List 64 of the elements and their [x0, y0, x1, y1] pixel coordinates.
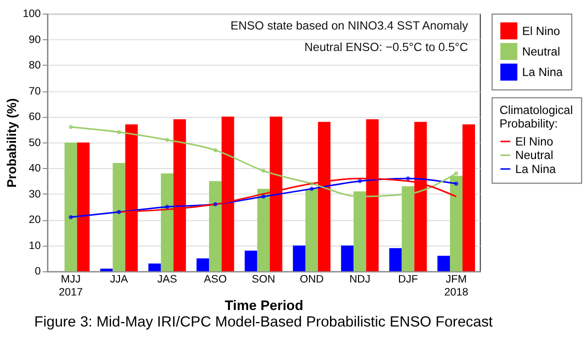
bar — [100, 268, 113, 272]
bar — [305, 188, 318, 272]
bar — [209, 181, 222, 272]
y-tick-label: 30 — [28, 188, 41, 200]
point — [68, 215, 73, 220]
legend-label: Neutral — [522, 45, 560, 58]
legend-label: Neutral — [515, 149, 554, 162]
y-tick-label: 90 — [28, 34, 41, 46]
point — [406, 176, 410, 181]
bar — [196, 258, 210, 272]
x-tick-label: DJF — [398, 274, 418, 286]
point — [165, 204, 170, 209]
point — [165, 138, 170, 142]
point — [310, 182, 314, 186]
bar — [112, 163, 126, 272]
point — [454, 182, 458, 186]
legend-label: La Nina — [515, 162, 556, 176]
point — [68, 124, 73, 130]
point — [261, 168, 266, 173]
bar — [257, 188, 270, 272]
point — [116, 210, 122, 214]
y-tick-label: 40 — [28, 162, 41, 175]
point — [213, 202, 218, 206]
y-tick-label: 80 — [28, 60, 41, 72]
bar — [64, 142, 78, 272]
bar — [160, 173, 174, 272]
y-tick-label: 0 — [34, 266, 41, 278]
point — [213, 148, 218, 152]
y-tick-label: 70 — [28, 85, 41, 98]
legend-label: La Nina — [522, 66, 564, 80]
annotation: Neutral ENSO: −0.5°C to 0.5°C — [304, 41, 469, 54]
bar — [292, 245, 306, 272]
x-tick-label: JJA — [110, 274, 129, 286]
text: Figure 3: Mid-May IRI/CPC Model-Based Probabilistic ENSO Forecast — [34, 314, 493, 330]
x-tick-label: JAS — [157, 274, 178, 286]
x-tick-label: ASO — [204, 274, 227, 286]
bar — [389, 248, 402, 272]
x-tick-label: OND — [300, 274, 324, 286]
bar — [148, 264, 161, 272]
point — [358, 179, 362, 184]
point — [261, 194, 266, 199]
y-tick-label: 10 — [28, 240, 41, 252]
point — [310, 186, 314, 191]
bar — [244, 250, 258, 272]
bar — [462, 124, 476, 272]
y-axis-title: Probability (%) — [4, 98, 19, 188]
x-tick-label: MJJ 2017 — [58, 274, 83, 298]
x-axis-title: Time Period — [224, 298, 304, 314]
bar — [77, 142, 90, 272]
point — [454, 171, 458, 176]
y-tick-label: 100 — [22, 8, 41, 20]
x-tick-label: SON — [252, 274, 276, 286]
legend-title: Climatological Probability: — [499, 104, 573, 131]
y-tick-label: 20 — [28, 214, 41, 226]
legend-label: El Nino — [522, 24, 561, 38]
point — [116, 130, 122, 134]
y-tick-label: 60 — [28, 111, 41, 124]
bar — [437, 256, 450, 272]
x-tick-label: NDJ — [349, 274, 370, 286]
annotation: ENSO state based on NINO3.4 SST Anomaly — [230, 19, 468, 32]
y-tick-label: 50 — [28, 136, 41, 149]
legend-label: El Nino — [515, 135, 554, 148]
x-tick-label: JFM 2018 — [444, 274, 468, 298]
bar — [341, 245, 354, 272]
